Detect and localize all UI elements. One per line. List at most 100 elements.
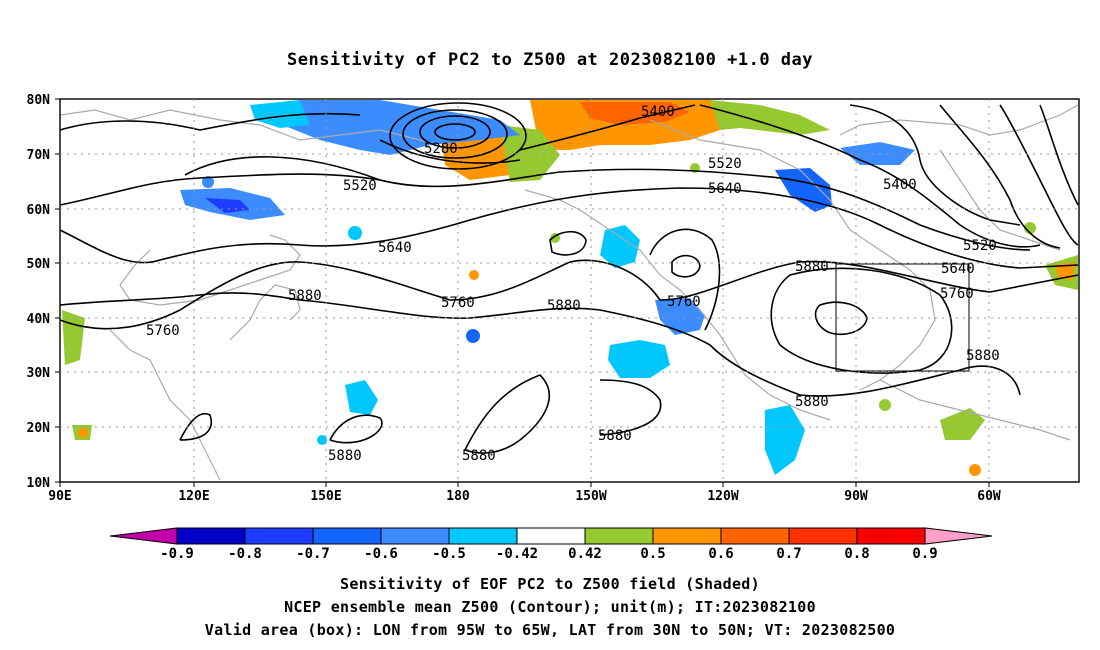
negative-shading-siberia-core <box>205 198 250 213</box>
colorbar-tick-label: 0.42 <box>568 546 602 562</box>
shaded-sensitivity <box>62 100 1078 476</box>
contour-5880-south-3 <box>464 374 551 454</box>
contour-trough-pacific <box>649 228 721 331</box>
colorbar-tick-label: 0.5 <box>640 546 665 562</box>
contour-label: 5880 <box>288 288 322 304</box>
negative-shading-dot-2 <box>348 226 362 240</box>
contour-small-low-2 <box>671 254 701 278</box>
positive-shading-arctic-edge <box>710 100 830 135</box>
colorbar-tick-label: 0.8 <box>844 546 869 562</box>
footer-line-1: Sensitivity of EOF PC2 to Z500 field (Sh… <box>340 575 760 593</box>
lon-label: 180 <box>446 489 470 504</box>
colorbar-swatch <box>720 527 790 545</box>
coastlines <box>59 104 1079 481</box>
negative-shading-mexico <box>765 405 805 475</box>
contour-label: 5880 <box>795 259 829 275</box>
contour-label: 5400 <box>641 104 675 120</box>
colorbar-tick-label: -0.7 <box>296 546 330 562</box>
lon-label-layer: 90E 120E 150E 180 150W 120W 90W 60W <box>48 489 1001 504</box>
gridlines <box>60 99 1079 482</box>
contour-east-1 <box>939 104 1061 249</box>
colorbar-tick-label: -0.8 <box>228 546 262 562</box>
lon-label: 150W <box>575 489 606 504</box>
colorbar-swatch <box>652 527 722 545</box>
colorbar-tick-label: -0.42 <box>496 546 538 562</box>
contour-west-arctic-2 <box>59 173 381 206</box>
positive-shading-caribbean <box>940 408 985 440</box>
low-center-1 <box>419 115 491 149</box>
contour-label: 5880 <box>966 348 1000 364</box>
lat-label: 60N <box>27 203 51 218</box>
contour-label-layer: 5400 5280 5520 5520 5640 5640 5400 5520 … <box>146 104 1000 464</box>
contour-label: 5640 <box>378 240 412 256</box>
lat-label: 30N <box>27 366 51 381</box>
lon-label: 90E <box>48 489 71 504</box>
lat-label: 70N <box>27 148 51 163</box>
colorbar-tick-label: -0.6 <box>364 546 398 562</box>
negative-shading-canada <box>775 168 832 212</box>
low-center-inner <box>434 123 476 141</box>
lon-label: 60W <box>977 489 1001 504</box>
positive-shading-dot-3 <box>969 464 981 476</box>
negative-shading-gulf-alaska <box>600 225 640 268</box>
lat-label: 50N <box>27 257 51 272</box>
positive-shading-dot-1 <box>469 270 479 280</box>
colorbar-tick-label: 0.9 <box>912 546 937 562</box>
colorbar-left-arrow <box>109 527 178 545</box>
colorbar-swatch <box>788 527 858 545</box>
footer-line-3: Valid area (box): LON from 95W to 65W, L… <box>204 621 896 639</box>
contour-label: 5520 <box>708 156 742 172</box>
colorbar-right-arrow <box>924 527 993 545</box>
contour-label: 5280 <box>424 141 458 157</box>
positive-shading-arctic-core <box>580 102 690 125</box>
colorbar-swatch <box>244 527 314 545</box>
contour-small-low-1 <box>549 230 587 256</box>
z500-contours <box>59 102 1079 454</box>
contour-label: 5880 <box>547 298 581 314</box>
colorbar-swatch <box>380 527 450 545</box>
contour-label: 5880 <box>795 394 829 410</box>
tick-marks <box>55 98 990 487</box>
negative-shading-pacific-mid <box>608 340 670 378</box>
contour-label: 5520 <box>343 178 377 194</box>
contour-label: 5760 <box>667 294 701 310</box>
contour-label: 5760 <box>441 295 475 311</box>
negative-shading-dot-3 <box>466 329 480 343</box>
positive-shading-india <box>62 310 85 365</box>
contour-greenland-1 <box>699 104 1041 248</box>
colorbar-swatch <box>856 527 926 545</box>
footer-line-2: NCEP ensemble mean Z500 (Contour); unit(… <box>284 598 816 616</box>
contour-5640-main <box>59 187 1079 269</box>
negative-shading-pacific-west <box>345 380 378 415</box>
contour-label: 5880 <box>598 428 632 444</box>
colorbar: -0.9 -0.8 -0.7 -0.6 -0.5 -0.42 0.42 0.5 0.6 0.7 0.… <box>109 527 993 562</box>
contour-label: 5400 <box>883 177 917 193</box>
colorbar-swatch <box>516 527 586 545</box>
contour-label: 5880 <box>328 448 362 464</box>
negative-shading-dot-1 <box>202 176 214 188</box>
negative-shading-dot-4 <box>317 435 327 445</box>
map-frame <box>59 98 1080 483</box>
valid-area-box <box>835 263 970 372</box>
negative-shading-arctic-light <box>250 100 310 128</box>
contour-5880-south-1 <box>179 413 212 441</box>
contour-5760-main <box>59 259 1079 330</box>
colorbar-tick-label: -0.5 <box>432 546 466 562</box>
map-title: Sensitivity of PC2 to Z500 at 2023082100… <box>286 50 813 70</box>
contour-5880-south-2 <box>329 414 383 444</box>
colorbar-swatch <box>448 527 518 545</box>
contour-label: 5520 <box>963 238 997 254</box>
colorbar-tick-label: 0.7 <box>776 546 801 562</box>
contour-east-2 <box>999 104 1079 246</box>
colorbar-swatch <box>312 527 382 545</box>
positive-shading-sea-dot <box>78 428 88 438</box>
contour-label: 5760 <box>146 323 180 339</box>
lat-label: 40N <box>27 312 51 327</box>
contour-west-arctic <box>59 112 361 131</box>
contour-east-3 <box>1039 104 1079 206</box>
contour-5880-high <box>770 267 953 374</box>
lat-label: 80N <box>27 93 51 108</box>
colorbar-tick-label: -0.9 <box>160 546 194 562</box>
lat-label: 10N <box>27 476 51 491</box>
lon-label: 120W <box>707 489 738 504</box>
